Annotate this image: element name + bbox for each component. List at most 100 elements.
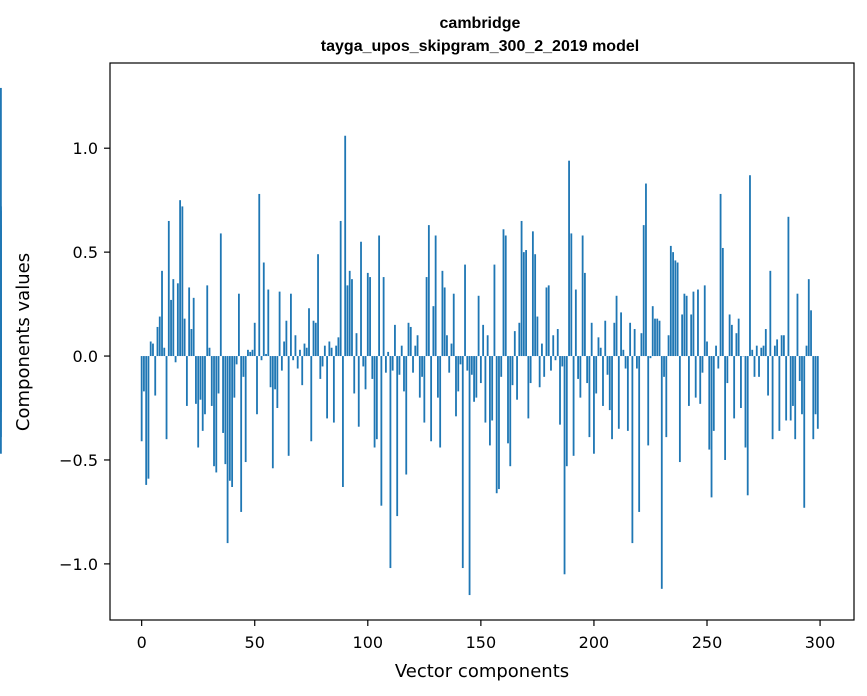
bar-component-75 — [310, 356, 313, 442]
bar-component-270 — [751, 349, 754, 357]
bar-component-138 — [452, 293, 455, 357]
bar-component-39 — [228, 356, 231, 481]
bar-component-3 — [147, 356, 150, 479]
bar-component-280 — [773, 345, 776, 357]
bar-component-245 — [694, 356, 697, 398]
bar-component-183 — [554, 356, 557, 361]
x-axis-ticks: 0 50 100 150 200 250 300 — [137, 620, 835, 652]
bar-component-86 — [335, 345, 338, 357]
bar-component-261 — [730, 324, 733, 357]
bar-component-1 — [143, 356, 145, 392]
bar-component-169 — [522, 252, 525, 357]
bar-component-141 — [459, 356, 462, 365]
bar-component-148 — [475, 356, 478, 398]
bar-component-91 — [346, 285, 349, 357]
bar-component-213 — [622, 349, 625, 357]
bar-component-268 — [746, 356, 749, 496]
bar-component-269 — [749, 175, 751, 357]
bar-component-152 — [484, 356, 487, 423]
bar-component-209 — [613, 322, 616, 357]
bar-component-95 — [355, 333, 358, 357]
bar-component-27 — [201, 356, 204, 431]
bar-component-129 — [432, 306, 435, 357]
bar-component-164 — [511, 356, 514, 386]
bar-component-57 — [269, 356, 272, 388]
bar-component-185 — [559, 356, 561, 425]
bar-component-16 — [176, 283, 179, 357]
bar-component-212 — [620, 312, 622, 357]
chart-title-line-1: cambridge — [440, 15, 521, 32]
bar-component-146 — [470, 356, 473, 375]
bar-component-80 — [321, 356, 324, 367]
bar-component-60 — [276, 356, 279, 409]
bar-component-101 — [369, 277, 371, 357]
chart-title-line-2: tayga_upos_skipgram_300_2_2019 model — [321, 38, 639, 55]
y-axis-label: Components values — [13, 253, 34, 431]
bar-component-282 — [778, 356, 781, 431]
bar-component-99 — [364, 356, 367, 390]
bar-component-92 — [348, 270, 351, 357]
bar-component-189 — [568, 160, 570, 357]
x-tick-label: 250 — [692, 633, 723, 652]
bar-component-182 — [552, 335, 555, 357]
bar-component-54 — [262, 262, 265, 357]
bar-component-291 — [798, 356, 801, 381]
bar-component-232 — [665, 356, 668, 438]
bar-component-287 — [789, 356, 792, 421]
bar-component-205 — [604, 320, 607, 357]
bar-component-255 — [717, 356, 720, 369]
bar-component-236 — [674, 260, 677, 357]
bar-component-144 — [466, 356, 469, 371]
bar-component-77 — [314, 322, 317, 357]
bar-component-47 — [247, 349, 249, 357]
bar-component-107 — [382, 277, 385, 357]
bar-component-252 — [710, 356, 713, 498]
bar-component-244 — [692, 291, 695, 357]
bar-component-61 — [278, 291, 281, 357]
bar-component-165 — [513, 331, 516, 357]
bar-component-72 — [303, 343, 306, 357]
bar-component-30 — [208, 347, 211, 357]
bar-component-150 — [479, 356, 482, 384]
bar-component-196 — [583, 272, 586, 357]
bar-component-117 — [405, 356, 408, 475]
bar-component-7 — [156, 326, 159, 357]
bar-component-5 — [152, 343, 154, 357]
bar-component-132 — [439, 356, 442, 448]
bar-component-48 — [249, 351, 252, 357]
bar-component-102 — [371, 356, 374, 379]
bar-component-109 — [387, 351, 390, 357]
bar-component-147 — [473, 356, 475, 402]
bar-component-230 — [660, 356, 663, 589]
bar-component-13 — [170, 299, 172, 357]
bar-component-186 — [561, 356, 564, 367]
bar-component-271 — [753, 356, 756, 377]
bar-component-192 — [574, 289, 577, 357]
bar-component-111 — [391, 356, 394, 371]
bar-component-undefined — [0, 314, 2, 357]
bar-component-undefined — [0, 356, 2, 388]
y-tick-label: 0.5 — [73, 243, 98, 262]
bar-component-25 — [197, 356, 200, 448]
bar-component-137 — [450, 343, 453, 357]
bar-component-40 — [231, 356, 234, 487]
bar-component-151 — [482, 324, 485, 357]
bar-component-258 — [724, 356, 727, 460]
bar-component-298 — [814, 356, 817, 415]
bar-component-28 — [204, 356, 206, 415]
bar-component-203 — [599, 347, 602, 357]
bar-component-6 — [154, 356, 157, 396]
bar-component-87 — [337, 337, 340, 357]
bar-component-187 — [563, 356, 566, 575]
bar-component-55 — [265, 353, 267, 357]
bar-component-202 — [597, 337, 600, 357]
bar-component-127 — [427, 225, 430, 357]
bar-component-211 — [617, 356, 620, 429]
bar-component-297 — [812, 356, 815, 440]
bar-component-238 — [678, 356, 681, 463]
bar-component-73 — [305, 347, 308, 357]
bar-component-98 — [362, 356, 365, 367]
bar-component-17 — [179, 200, 182, 357]
bar-component-23 — [192, 297, 195, 357]
bar-component-66 — [290, 293, 292, 357]
